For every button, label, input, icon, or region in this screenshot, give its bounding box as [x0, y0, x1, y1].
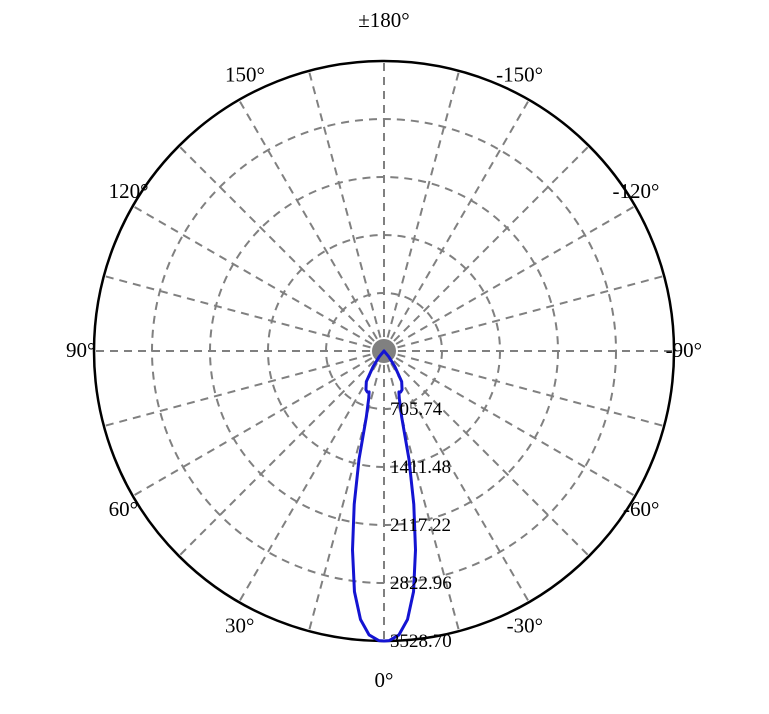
radial-label: 705.74 [390, 399, 443, 420]
polar-svg: 705.74 1411.48 2117.22 2822.96 3528.70 0° 30° 6… [0, 0, 769, 714]
radial-label: 1411.48 [390, 457, 451, 478]
angle-label: 90° [66, 338, 95, 362]
angle-label: 60° [109, 497, 138, 521]
angle-label: -150° [496, 63, 543, 87]
angle-label: 30° [225, 613, 254, 637]
angle-label: 120° [109, 179, 149, 203]
polar-chart: 705.74 1411.48 2117.22 2822.96 3528.70 0° 30° 6… [0, 0, 769, 714]
angle-label: -30° [507, 613, 543, 637]
angle-label: -60° [623, 497, 659, 521]
angle-label: -90° [666, 338, 702, 362]
angle-label: ±180° [358, 8, 409, 32]
radial-label: 2117.22 [390, 515, 451, 536]
angle-label: 150° [225, 63, 265, 87]
radial-label: 2822.96 [390, 573, 452, 594]
angle-label: -120° [612, 179, 659, 203]
radial-label: 3528.70 [390, 631, 452, 652]
angle-label: 0° [375, 668, 394, 692]
